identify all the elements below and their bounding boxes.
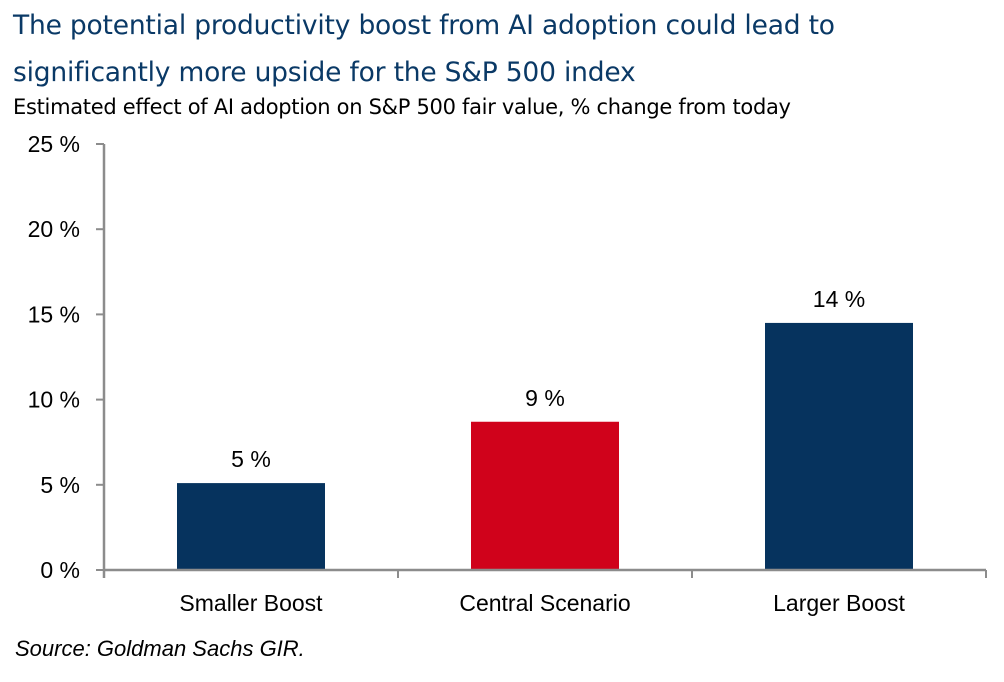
bar-central-scenario bbox=[471, 421, 619, 570]
y-tick-label: 25 % bbox=[28, 131, 80, 157]
y-tick-label: 5 % bbox=[40, 472, 80, 498]
y-axis-ticks: 0 % 5 % 10 % 15 % 20 % 25 % bbox=[28, 131, 104, 583]
chart-subtitle: Estimated effect of AI adoption on S&P 5… bbox=[13, 95, 791, 119]
data-label: 9 % bbox=[525, 385, 565, 411]
source-note: Source: Goldman Sachs GIR. bbox=[15, 636, 305, 661]
category-label: Central Scenario bbox=[459, 590, 630, 616]
bar-smaller-boost bbox=[177, 483, 325, 570]
y-tick-label: 10 % bbox=[28, 387, 80, 413]
category-label: Smaller Boost bbox=[179, 590, 323, 616]
bars bbox=[177, 322, 913, 570]
data-label: 5 % bbox=[231, 446, 271, 472]
axes bbox=[102, 144, 987, 578]
category-labels: Smaller Boost Central Scenario Larger Boos… bbox=[179, 590, 905, 616]
data-labels: 5 % 9 % 14 % bbox=[231, 286, 865, 472]
bar-larger-boost bbox=[765, 322, 913, 570]
y-tick-label: 20 % bbox=[28, 216, 80, 242]
y-tick-label: 15 % bbox=[28, 301, 80, 327]
chart-title: The potential productivity boost from AI… bbox=[13, 10, 835, 88]
y-tick-label: 0 % bbox=[40, 557, 80, 583]
data-label: 14 % bbox=[813, 286, 865, 312]
category-label: Larger Boost bbox=[773, 590, 905, 616]
